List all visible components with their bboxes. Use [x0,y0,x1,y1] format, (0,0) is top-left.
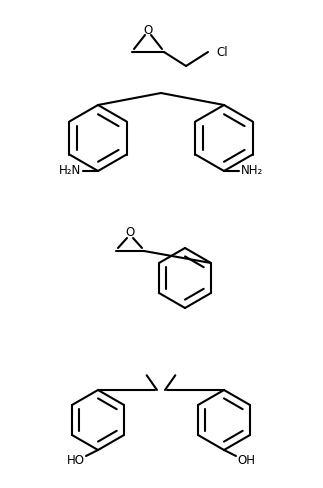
Text: HO: HO [67,453,85,467]
Text: OH: OH [237,453,255,467]
Text: H₂N: H₂N [59,164,81,178]
Text: O: O [143,23,153,37]
Text: O: O [125,226,135,240]
Text: NH₂: NH₂ [241,164,263,178]
Text: Cl: Cl [216,45,228,59]
